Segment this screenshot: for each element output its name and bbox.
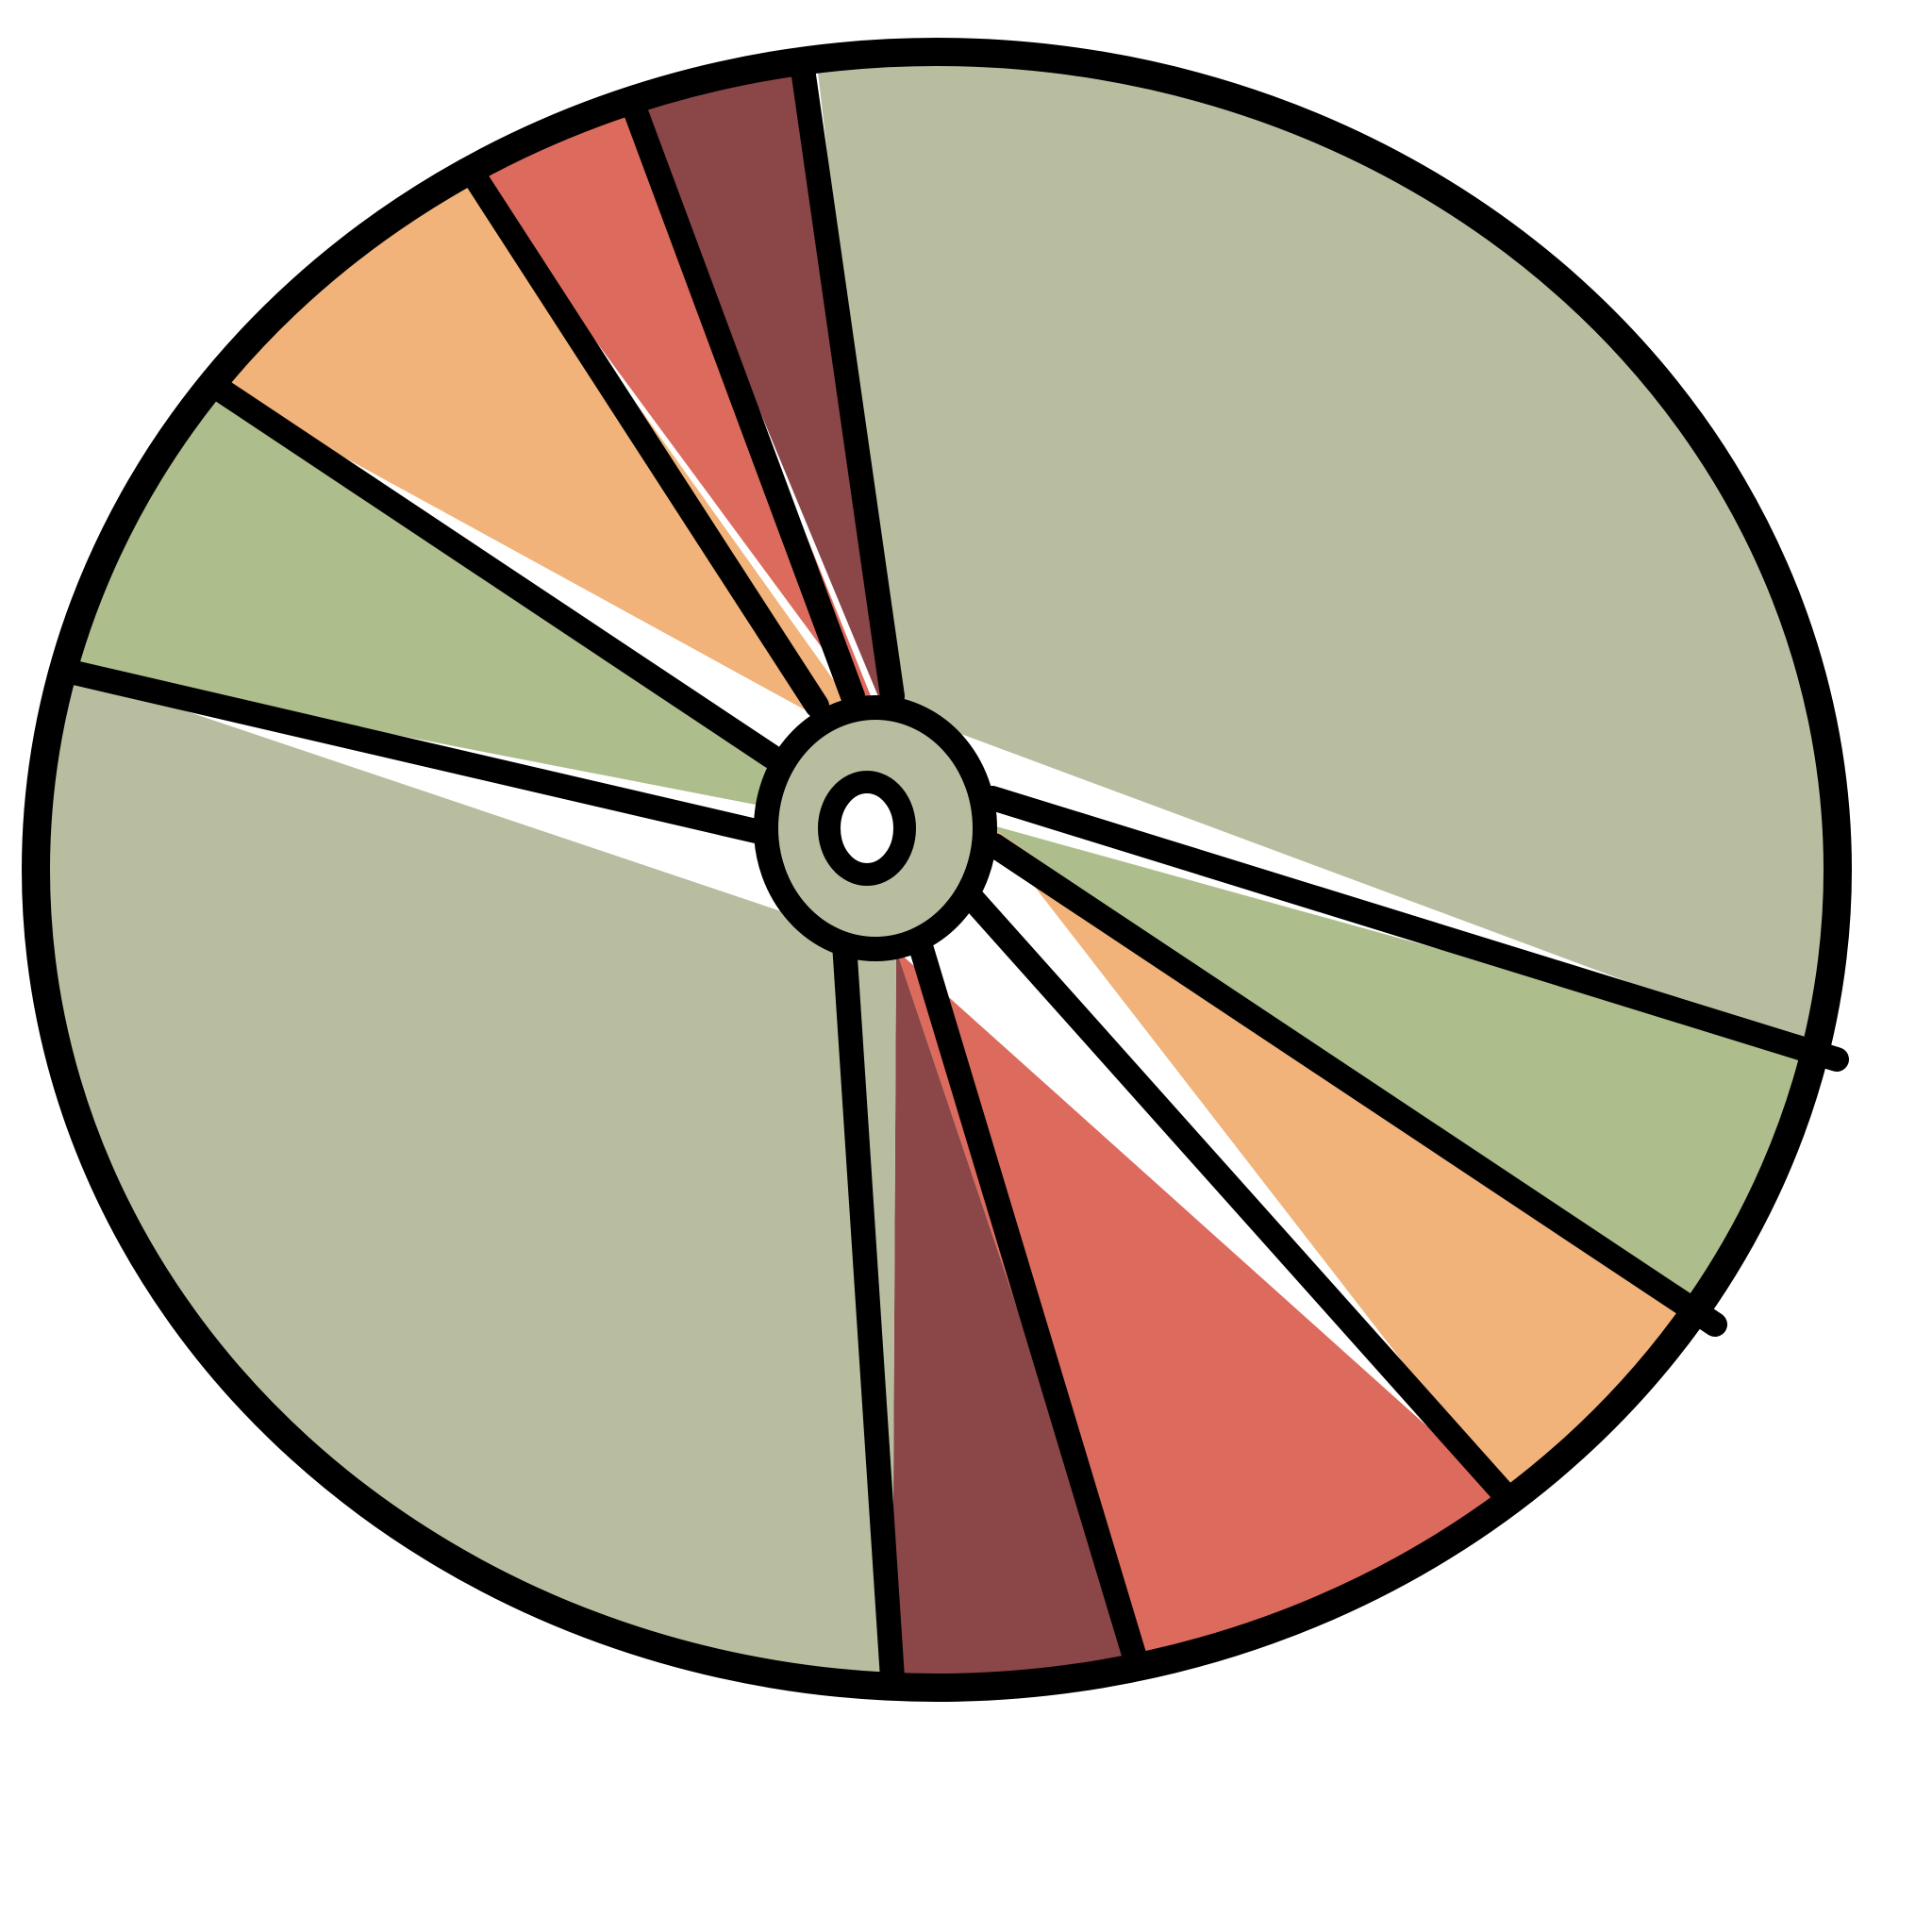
center-hole	[818, 771, 916, 886]
disc-outline	[22, 38, 1852, 1702]
wedge-maroon-upper	[594, 52, 887, 717]
divider-line	[54, 658, 776, 845]
wedge-red-lower	[896, 950, 1838, 1688]
wedge-maroon-lower	[892, 950, 1155, 1688]
divider-line	[207, 376, 784, 769]
divider-line	[464, 167, 829, 718]
divider-line	[832, 931, 905, 1690]
divider-line	[908, 934, 1147, 1670]
divider-line	[623, 97, 865, 708]
divider-line	[982, 833, 1727, 1337]
divider-line	[980, 786, 1849, 1072]
divider-line	[945, 870, 1523, 1513]
wedge-dividers	[54, 57, 1849, 1690]
divider-line	[791, 57, 905, 708]
